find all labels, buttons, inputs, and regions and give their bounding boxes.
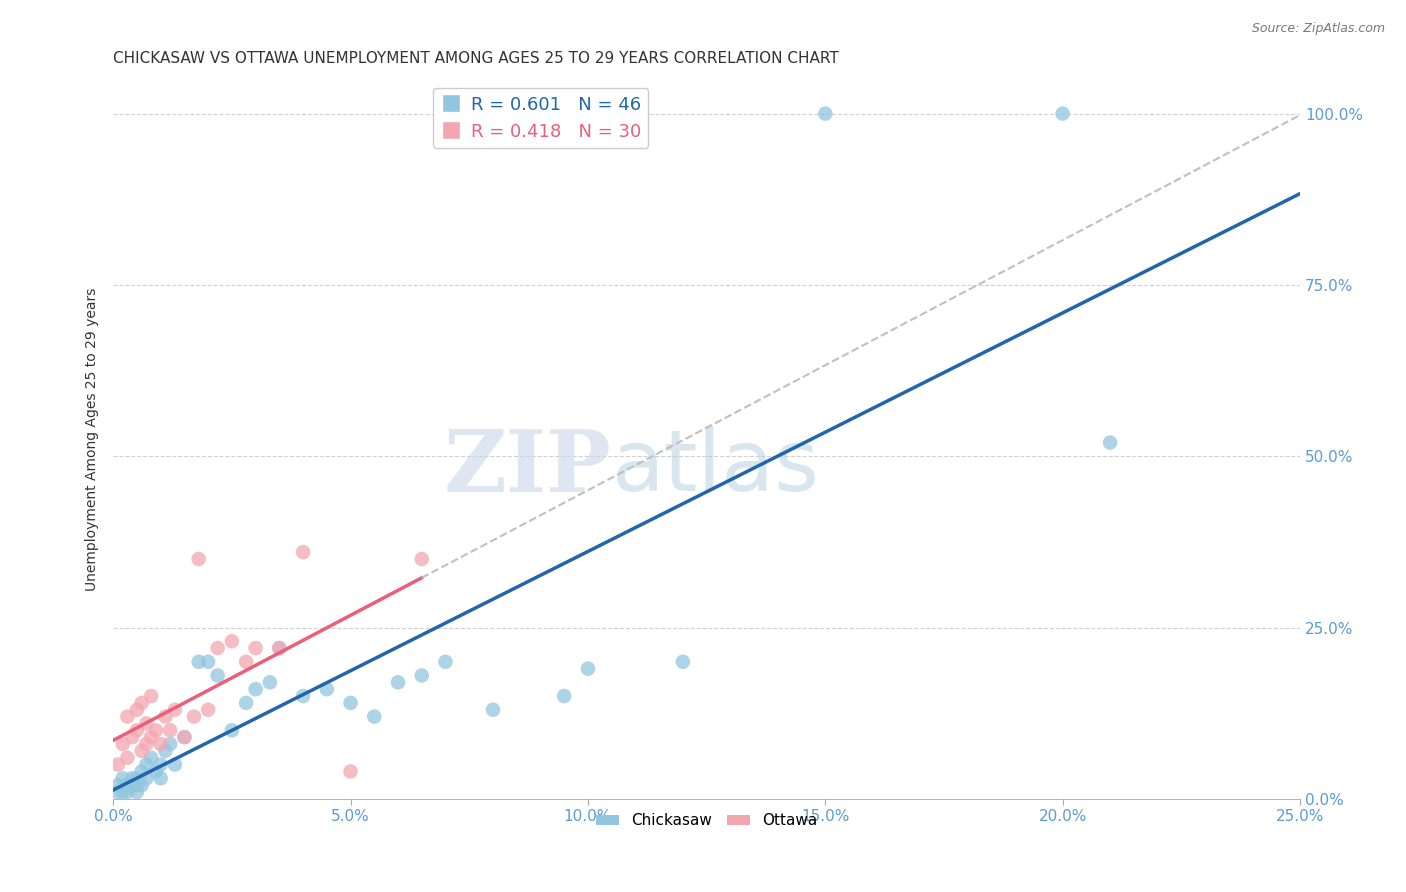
Point: [1052, 106, 1074, 120]
Point: [117, 778, 139, 792]
Point: [292, 689, 315, 703]
Point: [107, 785, 129, 799]
Point: [173, 730, 195, 744]
Point: [131, 744, 153, 758]
Point: [245, 682, 267, 697]
Point: [411, 552, 433, 566]
Point: [125, 785, 148, 799]
Point: [121, 772, 143, 786]
Point: [117, 778, 139, 792]
Point: [339, 696, 361, 710]
Point: [163, 757, 186, 772]
Point: [117, 750, 139, 764]
Point: [207, 641, 229, 656]
Point: [221, 634, 243, 648]
Point: [149, 772, 172, 786]
Point: [1099, 435, 1122, 450]
Point: [111, 785, 134, 799]
Point: [135, 716, 157, 731]
Point: [434, 655, 457, 669]
Point: [183, 709, 205, 723]
Point: [163, 703, 186, 717]
Text: ZIP: ZIP: [444, 425, 612, 510]
Point: [125, 778, 148, 792]
Point: [245, 641, 267, 656]
Point: [111, 737, 134, 751]
Point: [149, 757, 172, 772]
Point: [315, 682, 337, 697]
Point: [141, 750, 163, 764]
Point: [117, 785, 139, 799]
Point: [187, 552, 209, 566]
Point: [159, 737, 181, 751]
Point: [121, 778, 143, 792]
Point: [155, 744, 177, 758]
Point: [672, 655, 695, 669]
Point: [235, 696, 257, 710]
Point: [482, 703, 505, 717]
Point: [121, 730, 143, 744]
Point: [131, 778, 153, 792]
Point: [259, 675, 281, 690]
Point: [221, 723, 243, 738]
Point: [131, 764, 153, 779]
Point: [576, 662, 599, 676]
Point: [117, 709, 139, 723]
Point: [135, 772, 157, 786]
Point: [159, 723, 181, 738]
Point: [207, 668, 229, 682]
Text: CHICKASAW VS OTTAWA UNEMPLOYMENT AMONG AGES 25 TO 29 YEARS CORRELATION CHART: CHICKASAW VS OTTAWA UNEMPLOYMENT AMONG A…: [114, 51, 839, 66]
Point: [125, 772, 148, 786]
Point: [131, 696, 153, 710]
Y-axis label: Unemployment Among Ages 25 to 29 years: Unemployment Among Ages 25 to 29 years: [86, 287, 100, 591]
Point: [292, 545, 315, 559]
Point: [411, 668, 433, 682]
Point: [269, 641, 291, 656]
Point: [149, 737, 172, 751]
Point: [107, 778, 129, 792]
Text: atlas: atlas: [612, 426, 820, 509]
Point: [135, 737, 157, 751]
Point: [173, 730, 195, 744]
Point: [125, 723, 148, 738]
Point: [145, 764, 167, 779]
Point: [197, 703, 219, 717]
Point: [197, 655, 219, 669]
Point: [387, 675, 409, 690]
Point: [135, 757, 157, 772]
Legend: Chickasaw, Ottawa: Chickasaw, Ottawa: [589, 807, 824, 834]
Point: [141, 730, 163, 744]
Point: [145, 723, 167, 738]
Point: [187, 655, 209, 669]
Point: [339, 764, 361, 779]
Point: [111, 772, 134, 786]
Point: [125, 703, 148, 717]
Point: [107, 757, 129, 772]
Point: [141, 689, 163, 703]
Point: [553, 689, 575, 703]
Point: [155, 709, 177, 723]
Point: [235, 655, 257, 669]
Point: [269, 641, 291, 656]
Point: [363, 709, 385, 723]
Point: [814, 106, 837, 120]
Text: Source: ZipAtlas.com: Source: ZipAtlas.com: [1251, 22, 1385, 36]
